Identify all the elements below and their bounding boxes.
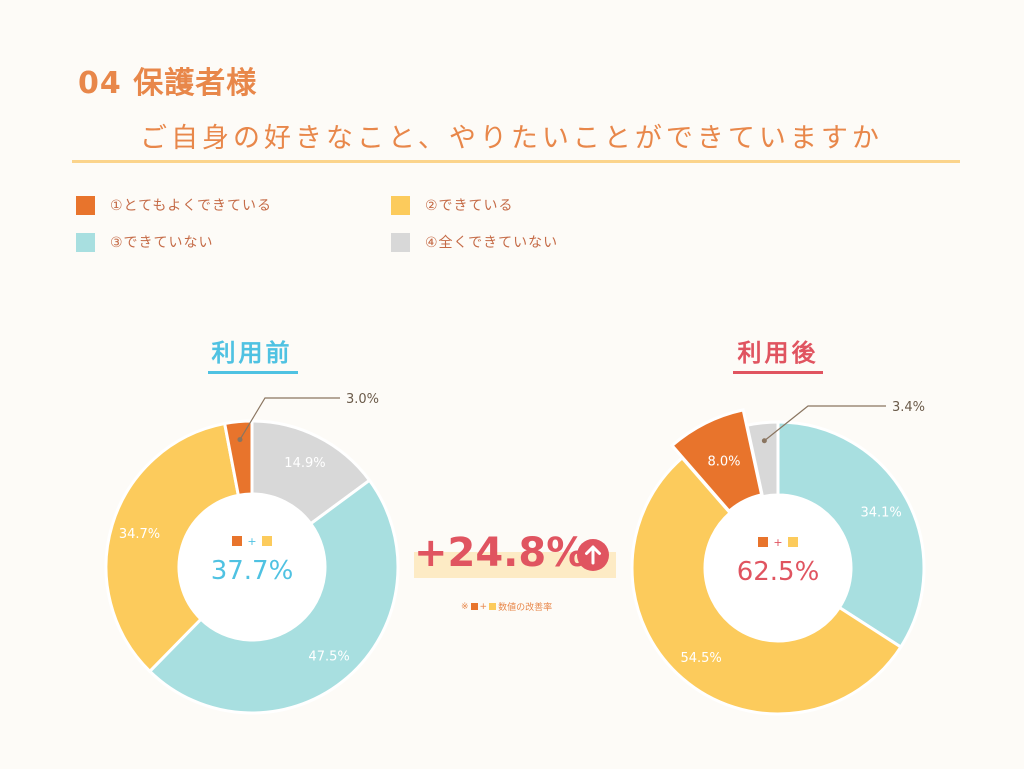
callout-dot (237, 437, 243, 443)
donut-hole (178, 493, 326, 641)
callout-line (239, 397, 340, 440)
legend-swatch (76, 195, 95, 215)
note-swatch-orange (470, 603, 478, 610)
chart-title-after: 利用後 (737, 339, 819, 367)
legend-item-not-well: ③できていない (76, 232, 214, 252)
improvement-value: +24.8% (414, 530, 587, 576)
legend-label: ③できていない (110, 235, 214, 251)
segment-label: 34.7% (119, 527, 160, 542)
segment-label: 8.0% (707, 454, 740, 469)
legend-label: ①とてもよくできている (110, 198, 273, 214)
donut-hole (704, 494, 852, 642)
title-divider (72, 160, 960, 163)
callout-label: 3.4% (892, 400, 925, 415)
legend-swatch (391, 195, 410, 215)
chart-title-before: 利用前 (211, 339, 293, 367)
chart-title-underline (208, 371, 298, 374)
segment-label: 14.9% (284, 456, 325, 471)
legend-label: ②できている (425, 198, 514, 214)
legend-item-well: ②できている (391, 195, 514, 215)
legend-item-not-at-all: ④全くできていない (391, 232, 558, 252)
segment-label: 54.5% (680, 651, 721, 666)
callout-label: 3.0% (346, 392, 379, 407)
segment-label: 34.1% (860, 506, 901, 521)
center-swatch (232, 536, 242, 546)
donut-segment (669, 408, 764, 514)
improvement-note: ※ + 数値の改善率 (461, 600, 601, 614)
legend-label: ④全くできていない (425, 235, 559, 251)
page-title: 04 保護者様 (78, 66, 258, 101)
note-mark: ※ (461, 601, 469, 612)
center-plus: + (773, 536, 782, 549)
note-text: 数値の改善率 (498, 603, 553, 613)
legend-swatch (76, 232, 95, 252)
callout-line (763, 405, 886, 442)
up-arrow-circle-icon (577, 539, 609, 571)
center-swatch (788, 537, 798, 547)
center-plus: + (247, 535, 256, 548)
chart-title-underline (733, 371, 823, 374)
note-swatch-yellow (489, 603, 497, 610)
note-plus: + (479, 601, 488, 612)
center-value: 62.5% (737, 557, 820, 587)
center-swatch (758, 537, 768, 547)
legend-item-very-well: ①とてもよくできている (76, 195, 272, 215)
center-swatch (262, 536, 272, 546)
legend-swatch (391, 232, 410, 252)
segment-label: 47.5% (308, 650, 349, 665)
callout-dot (761, 438, 767, 444)
survey-question: ご自身の好きなこと、やりたいことができていますか (140, 123, 883, 154)
center-value: 37.7% (211, 556, 294, 586)
